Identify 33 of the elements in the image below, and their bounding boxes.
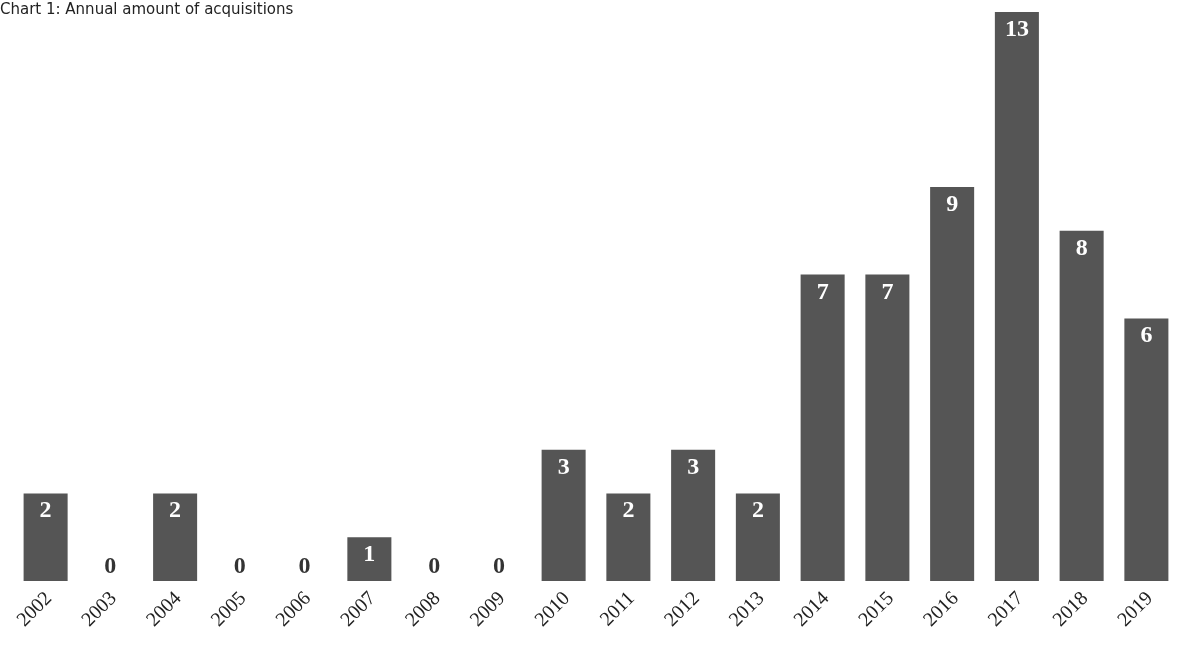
data-label: 7 (881, 277, 894, 304)
data-label: 8 (1075, 233, 1088, 260)
data-label: 2 (751, 496, 764, 523)
data-label: 0 (104, 552, 117, 578)
data-label: 2 (169, 496, 182, 523)
bar (541, 449, 586, 581)
data-label: 3 (687, 452, 700, 479)
data-label: 6 (1140, 321, 1153, 348)
bar (23, 493, 68, 581)
data-label: 9 (946, 190, 959, 217)
data-label: 13 (1004, 15, 1029, 41)
bar (1059, 230, 1104, 581)
data-label: 3 (557, 452, 570, 479)
bar (347, 537, 392, 581)
data-label: 0 (428, 552, 441, 578)
data-label: 0 (233, 552, 246, 578)
data-label: 2 (622, 496, 635, 523)
bar (930, 187, 975, 581)
data-label: 7 (816, 277, 829, 304)
bar (153, 493, 198, 581)
bar (735, 493, 780, 581)
x-tick-label: 2011 (594, 586, 639, 630)
data-label: 0 (492, 552, 505, 578)
bar (606, 493, 651, 581)
data-label: 2 (39, 496, 52, 523)
bar (1124, 318, 1169, 581)
chart-title: Chart 1: Annual amount of acquisitions (0, 0, 294, 18)
bar (671, 449, 716, 581)
data-label: 0 (298, 552, 311, 578)
bar (800, 274, 845, 581)
data-label: 1 (363, 540, 376, 567)
bar (994, 12, 1039, 581)
bar (865, 274, 910, 581)
